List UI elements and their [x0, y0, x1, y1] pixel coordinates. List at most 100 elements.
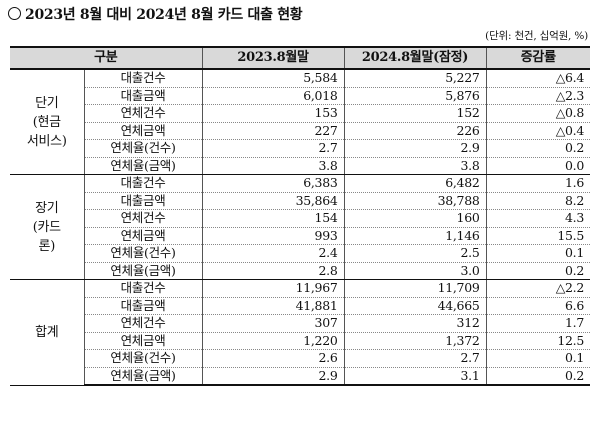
- row-item-label: 연체율(건수): [83, 349, 203, 368]
- value-2024: 2.5: [343, 244, 487, 263]
- value-2024: 3.1: [343, 367, 487, 386]
- value-2024: 5,876: [343, 87, 487, 105]
- table-row: 연체율(건수) 2.4 2.5 0.1: [10, 244, 591, 263]
- table-row: 연체율(금액) 2.9 3.1 0.2: [10, 367, 591, 386]
- change-rate: 0.1: [485, 349, 591, 368]
- value-2023: 993: [201, 227, 345, 245]
- change-rate: 0.2: [485, 262, 591, 280]
- value-2023: 2.8: [201, 262, 345, 280]
- change-rate: 6.6: [485, 297, 591, 315]
- header-row: 구분 2023.8월말 2024.8월말(잠정) 증감률: [10, 46, 591, 70]
- value-2023: 1,220: [201, 332, 345, 350]
- change-rate: △2.2: [485, 279, 591, 298]
- value-2024: 2.7: [343, 349, 487, 368]
- row-item-label: 연체건수: [83, 104, 203, 123]
- value-2024: 38,788: [343, 192, 487, 210]
- value-2023: 3.8: [201, 157, 345, 175]
- row-item-label: 연체율(금액): [83, 157, 203, 175]
- change-rate: 1.6: [485, 174, 591, 193]
- value-2024: 226: [343, 122, 487, 140]
- row-item-label: 연체율(건수): [83, 139, 203, 158]
- change-rate: 0.2: [485, 367, 591, 386]
- row-item-label: 연체금액: [83, 227, 203, 245]
- value-2024: 152: [343, 104, 487, 123]
- row-item-label: 연체율(금액): [83, 367, 203, 386]
- row-item-label: 대출금액: [83, 87, 203, 105]
- header-category: 구분: [10, 46, 203, 70]
- group-label: 단기 (현금 서비스): [10, 69, 85, 175]
- value-2023: 5,584: [201, 69, 345, 88]
- value-2024: 5,227: [343, 69, 487, 88]
- value-2023: 2.9: [201, 367, 345, 386]
- change-rate: 0.2: [485, 139, 591, 158]
- change-rate: 4.3: [485, 209, 591, 228]
- table-row: 연체건수 153 152 △0.8: [10, 104, 591, 123]
- group-label: 장기 (카드 론): [10, 174, 85, 280]
- value-2023: 154: [201, 209, 345, 228]
- table-row: 연체건수 307 312 1.7: [10, 314, 591, 333]
- value-2024: 6,482: [343, 174, 487, 193]
- row-item-label: 연체율(금액): [83, 262, 203, 280]
- value-2023: 6,018: [201, 87, 345, 105]
- table-row: 대출금액 35,864 38,788 8.2: [10, 192, 591, 210]
- value-2024: 1,372: [343, 332, 487, 350]
- value-2024: 2.9: [343, 139, 487, 158]
- row-item-label: 대출건수: [83, 69, 203, 88]
- value-2024: 1,146: [343, 227, 487, 245]
- table-body: 단기 (현금 서비스) 대출건수 5,584 5,227 △6.4 대출금액 6,018 5,…: [10, 69, 591, 386]
- value-2024: 3.8: [343, 157, 487, 175]
- row-item-label: 대출금액: [83, 192, 203, 210]
- value-2023: 2.4: [201, 244, 345, 263]
- row-item-label: 대출금액: [83, 297, 203, 315]
- change-rate: 8.2: [485, 192, 591, 210]
- value-2024: 44,665: [343, 297, 487, 315]
- header-prev: 2023.8월말: [201, 46, 345, 70]
- change-rate: 12.5: [485, 332, 591, 350]
- row-item-label: 대출건수: [83, 279, 203, 298]
- table-row: 대출금액 6,018 5,876 △2.3: [10, 87, 591, 105]
- header-curr: 2024.8월말(잠정): [343, 46, 487, 70]
- value-2023: 153: [201, 104, 345, 123]
- page-title-text: 2023년 8월 대비 2024년 8월 카드 대출 현황: [25, 7, 303, 23]
- page-title: 2023년 8월 대비 2024년 8월 카드 대출 현황: [8, 4, 303, 24]
- table-row: 대출금액 41,881 44,665 6.6: [10, 297, 591, 315]
- row-item-label: 연체건수: [83, 209, 203, 228]
- table-row: 연체율(금액) 3.8 3.8 0.0: [10, 157, 591, 175]
- card-loan-table: 구분 2023.8월말 2024.8월말(잠정) 증감률 단기 (현금 서비스)…: [10, 46, 591, 386]
- table-row: 연체율(금액) 2.8 3.0 0.2: [10, 262, 591, 280]
- value-2024: 3.0: [343, 262, 487, 280]
- value-2023: 227: [201, 122, 345, 140]
- change-rate: △0.4: [485, 122, 591, 140]
- change-rate: 15.5: [485, 227, 591, 245]
- circle-bullet-icon: [8, 7, 21, 20]
- table-row: 연체율(건수) 2.7 2.9 0.2: [10, 139, 591, 158]
- value-2023: 11,967: [201, 279, 345, 298]
- header-change: 증감률: [485, 46, 591, 70]
- row-item-label: 연체금액: [83, 122, 203, 140]
- table-row: 연체금액 1,220 1,372 12.5: [10, 332, 591, 350]
- row-item-label: 연체율(건수): [83, 244, 203, 263]
- value-2023: 35,864: [201, 192, 345, 210]
- row-item-label: 연체금액: [83, 332, 203, 350]
- table-row: 장기 (카드 론) 대출건수 6,383 6,482 1.6: [10, 174, 591, 280]
- table-row: 연체건수 154 160 4.3: [10, 209, 591, 228]
- change-rate: △6.4: [485, 69, 591, 88]
- value-2023: 2.6: [201, 349, 345, 368]
- change-rate: 0.0: [485, 157, 591, 175]
- change-rate: 1.7: [485, 314, 591, 333]
- table-row: 연체금액 227 226 △0.4: [10, 122, 591, 140]
- change-rate: 0.1: [485, 244, 591, 263]
- table-row: 연체금액 993 1,146 15.5: [10, 227, 591, 245]
- value-2023: 6,383: [201, 174, 345, 193]
- change-rate: △2.3: [485, 87, 591, 105]
- value-2023: 307: [201, 314, 345, 333]
- change-rate: △0.8: [485, 104, 591, 123]
- unit-note: (단위: 천건, 십억원, %): [485, 30, 588, 42]
- group-label: 합계: [10, 279, 85, 386]
- row-item-label: 연체건수: [83, 314, 203, 333]
- row-item-label: 대출건수: [83, 174, 203, 193]
- value-2024: 160: [343, 209, 487, 228]
- value-2023: 2.7: [201, 139, 345, 158]
- value-2023: 41,881: [201, 297, 345, 315]
- table-row: 합계 대출건수 11,967 11,709 △2.2: [10, 279, 591, 386]
